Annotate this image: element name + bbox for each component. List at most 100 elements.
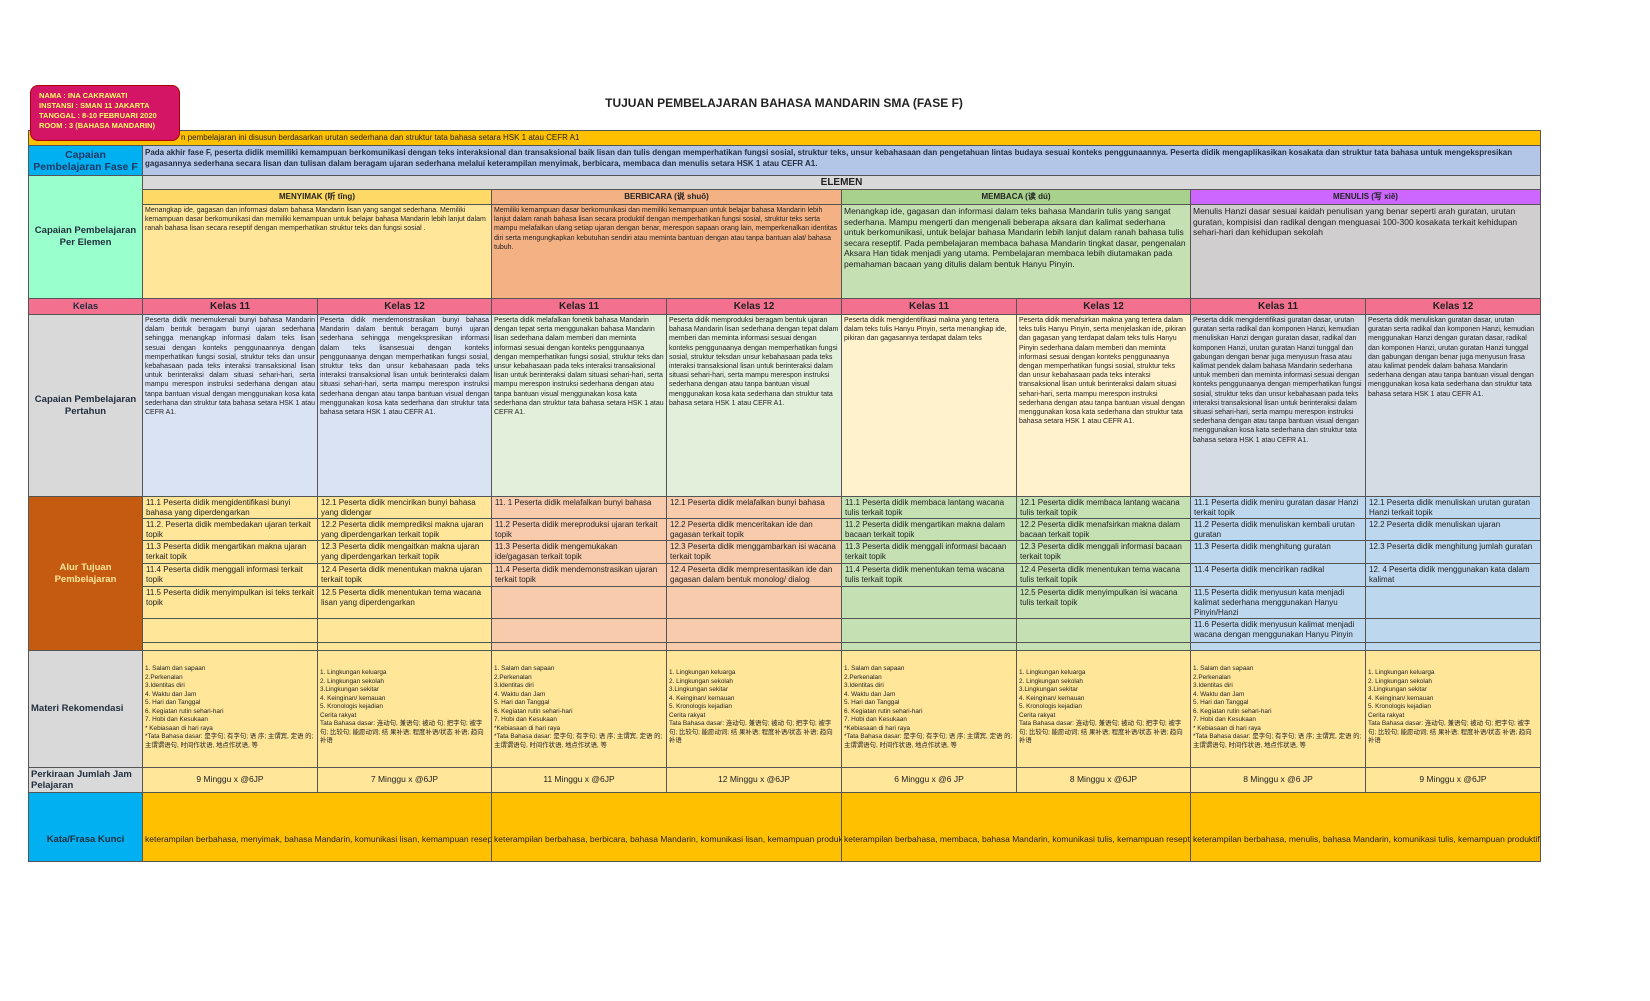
alur-item: 12.4 Peserta didik menentukan makna ujar…	[317, 563, 492, 587]
alur-item	[1365, 586, 1541, 619]
materi-item: 6. Kegiatan rutin sehari-hari	[145, 707, 224, 715]
alur-item: 11.3 Peserta didik mengemukakan ide/gaga…	[491, 540, 667, 564]
capaian-pertahun: Peserta didik mendemonstrasikan bunyi ba…	[317, 314, 492, 497]
element-header: MEMBACA (读 dú)	[841, 189, 1191, 205]
materi-list: 1. Lingkungan keluarga 2. Lingkungan seko…	[1365, 650, 1541, 768]
capaian-pertahun: Peserta didik memproduksi beragam bentuk…	[666, 314, 842, 497]
materi-item: 4. Keinginan/ kemauan	[669, 694, 735, 702]
alur-item: 11.2 Peserta didik mereproduksi ujaran t…	[491, 518, 667, 541]
materi-item: 7. Hobi dan Kesukaan	[494, 716, 557, 723]
alur-item: 11. 1 Peserta didik melafalkan bunyi bah…	[491, 496, 667, 519]
alur-item: 11.3 Peserta didik menghitung guratan	[1190, 540, 1366, 564]
alur-item: 12.1 Peserta didik melafalkan bunyi baha…	[666, 496, 842, 519]
fase-f-text: Pada akhir fase F, peserta didik memilik…	[142, 145, 1541, 176]
alur-item: 12. 4 Peserta didik menggunakan kata dal…	[1365, 563, 1541, 587]
kata-kunci: keterampilan berbahasa, menulis, bahasa …	[1190, 792, 1541, 862]
materi-list: 1. Salam dan sapaan 2.Perkenalan 3.Identit…	[491, 650, 667, 768]
element-desc: Menulis Hanzi dasar sesuai kaidah penuli…	[1190, 204, 1541, 299]
materi-item: Cerita rakyat	[669, 711, 706, 719]
materi-item: 1. Salam dan sapaan	[494, 665, 555, 672]
materi-item: 3.Lingkungan sekitar	[320, 686, 379, 693]
note-line: TANGGAL : 8-10 FEBRUARI 2020	[39, 111, 157, 120]
materi-item: 5. Kronologis kejadian	[1368, 703, 1431, 710]
materi-item: 6. Kegiatan rutin sehari-hari	[844, 707, 923, 715]
alur-item	[142, 618, 318, 643]
kelas-header: Kelas 11	[841, 298, 1017, 315]
alur-item: 12.5 Peserta didik menyimpulkan isi waca…	[1016, 586, 1191, 619]
alur-item: 11.6 Peserta didik menyusun kalimat menj…	[1190, 618, 1366, 643]
materi-item: 3.Lingkungan sekitar	[1019, 686, 1078, 693]
kata-kunci: keterampilan berbahasa, menyimak, bahasa…	[142, 792, 492, 862]
alur-item: 12.3 Peserta didik mengaitkan makna ujar…	[317, 540, 492, 564]
materi-list: 1. Salam dan sapaan 2.Perkenalan 3.Identit…	[1190, 650, 1366, 768]
materi-item: 1. Lingkungan keluarga	[320, 669, 387, 676]
kata-kunci: keterampilan berbahasa, berbicara, bahas…	[491, 792, 842, 862]
kelas-header: Kelas 11	[491, 298, 667, 315]
materi-item: Tata Bahasa dasar: 连动句, 兼语句; 被动 句; 把字句; …	[320, 720, 484, 744]
alur-item: 11.4 Peserta didik menggali informasi te…	[142, 563, 318, 587]
sticky-note: NAMA : INA CAKRAWATI INSTANSI : SMAN 11 J…	[30, 85, 180, 141]
materi-item: 2.Perkenalan	[494, 673, 532, 681]
materi-item: 6. Kegiatan rutin sehari-hari	[1193, 707, 1272, 715]
capaian-pertahun: Peserta didik menemukenali bunyi bahasa …	[142, 314, 318, 497]
materi-item: 3.Identitas diri	[1193, 682, 1233, 689]
materi-item: 2. Lingkungan sekolah	[669, 677, 733, 685]
materi-item: 3.Lingkungan sekitar	[1368, 686, 1427, 693]
materi-item: 1. Salam dan sapaan	[145, 665, 206, 672]
alur-item: 12.3 Peserta didik menggali informasi ba…	[1016, 540, 1191, 564]
capaian-pertahun: Peserta didik menuliskan guratan dasar, …	[1365, 314, 1541, 497]
capaian-pertahun: Peserta didik melafalkan fonetik bahasa …	[491, 314, 667, 497]
element-desc: Menangkap ide, gagasan dan informasi dal…	[841, 204, 1191, 299]
alur-item: 11.5 Peserta didik menyusun kata menjadi…	[1190, 586, 1366, 619]
materi-item: 2.Perkenalan	[145, 673, 183, 681]
alur-item: 11.4 Peserta didik mendemonstrasikan uja…	[491, 563, 667, 587]
materi-item: 1. Lingkungan keluarga	[1019, 669, 1086, 676]
row-label: Materi Rekomendasi	[28, 650, 143, 768]
alur-item	[1365, 618, 1541, 643]
materi-item: 4. Keinginan/ kemauan	[1019, 694, 1085, 702]
alur-item	[1016, 618, 1191, 643]
alur-item: 11.1 Peserta didik mengidentifikasi buny…	[142, 496, 318, 519]
materi-item: 1. Lingkungan keluarga	[1368, 669, 1435, 676]
materi-item: 4. Keinginan/ kemauan	[320, 694, 386, 702]
alur-item: 12.3 Peserta didik menggambarkan isi wac…	[666, 540, 842, 564]
materi-item: 2. Lingkungan sekolah	[320, 677, 384, 685]
materi-item: 1. Salam dan sapaan	[844, 665, 905, 672]
kelas-header: Kelas 11	[142, 298, 318, 315]
alur-item: 11.3 Peserta didik menggali informasi ba…	[841, 540, 1017, 564]
materi-item: 3.Identitas diri	[494, 682, 534, 689]
materi-item: 4. Waktu dan Jam	[1193, 690, 1245, 698]
materi-item: 4. Waktu dan Jam	[844, 690, 896, 698]
note-line: NAMA : INA CAKRAWATI	[39, 91, 128, 100]
materi-item: 7. Hobi dan Kesukaan	[844, 716, 907, 723]
alur-item	[841, 586, 1017, 619]
note-line: ROOM : 3 (BAHASA MANDARIN)	[39, 121, 155, 130]
capaian-pertahun: Peserta didik menafsirkan makna yang ter…	[1016, 314, 1191, 497]
kelas-header: Kelas 12	[1016, 298, 1191, 315]
materi-item: 5. Kronologis kejadian	[320, 703, 383, 710]
materi-item: * Kebiasaan di hari raya	[1193, 724, 1261, 732]
materi-item: Cerita rakyat	[320, 711, 357, 719]
kelas-header: Kelas 11	[1190, 298, 1366, 315]
kelas-header: Kelas 12	[317, 298, 492, 315]
materi-item: 4. Waktu dan Jam	[145, 690, 197, 698]
alur-item	[491, 618, 667, 643]
page-title: TUJUAN PEMBELAJARAN BAHASA MANDARIN SMA …	[605, 96, 963, 110]
kelas-header: Kelas 12	[1365, 298, 1541, 315]
materi-item: 4. Waktu dan Jam	[494, 690, 546, 698]
elemen-header: ELEMEN	[142, 175, 1541, 190]
row-label: Perkiraan Jumlah Jam Pelajaran	[28, 767, 143, 793]
alur-item: 11.2 Peserta didik mengartikan makna dal…	[841, 518, 1017, 541]
materi-item: 5. Kronologis kejadian	[669, 703, 732, 710]
materi-item: 3.Lingkungan sekitar	[669, 686, 728, 693]
kelas-header: Kelas 12	[666, 298, 842, 315]
materi-item: Tata Bahasa dasar: 连动句, 兼语句; 被动 句; 把字句; …	[1368, 720, 1532, 744]
jam-pelajaran: 11 Minggu x @6JP	[491, 767, 667, 793]
alur-item: 12.1 Peserta didik membaca lantang wacan…	[1016, 496, 1191, 519]
row-label: Capaian Pembelajaran Fase F	[28, 145, 143, 176]
capaian-pertahun: Peserta didik mengidentifikasi makna yan…	[841, 314, 1017, 497]
alur-item: 12.2 Peserta didik memprediksi makna uja…	[317, 518, 492, 541]
alur-item: 11.1 Peserta didik membaca lantang wacan…	[841, 496, 1017, 519]
alur-item: 12.4 Peserta didik mempresentasikan ide …	[666, 563, 842, 587]
